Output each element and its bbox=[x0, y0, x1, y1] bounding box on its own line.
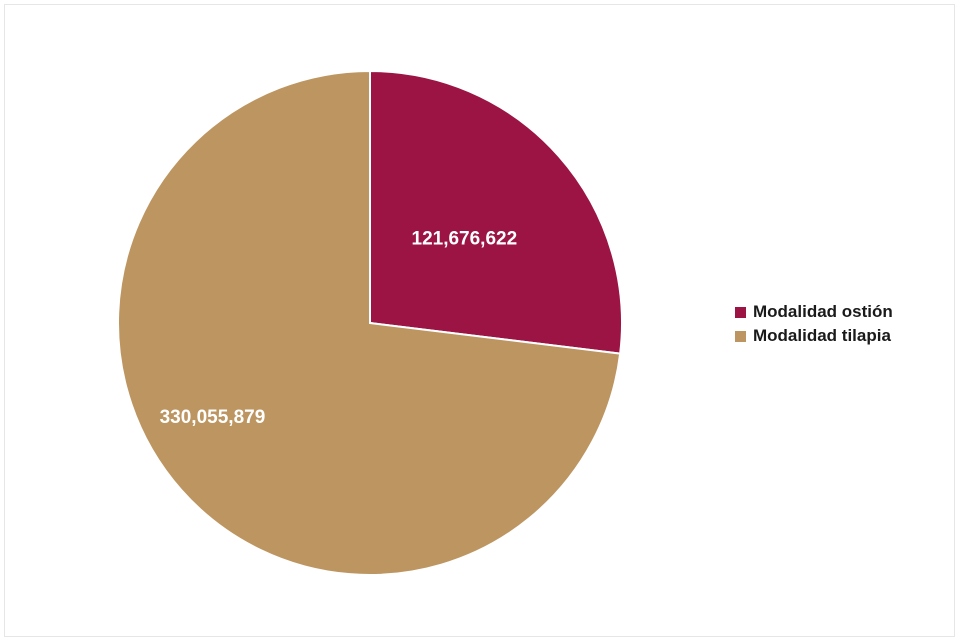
slice-value-label-1: 330,055,879 bbox=[160, 407, 266, 428]
legend-swatch-ostion bbox=[735, 306, 746, 318]
legend: Modalidad ostión Modalidad tilapia bbox=[735, 300, 893, 348]
slice-value-label-0: 121,676,622 bbox=[412, 228, 518, 249]
legend-label-ostion: Modalidad ostión bbox=[753, 302, 893, 321]
pie-slice-0 bbox=[369, 69, 623, 355]
legend-label-tilapia: Modalidad tilapia bbox=[753, 326, 891, 345]
pie-slice-1 bbox=[117, 69, 622, 576]
legend-item-ostion: Modalidad ostión bbox=[735, 300, 893, 324]
legend-item-tilapia: Modalidad tilapia bbox=[735, 324, 893, 348]
legend-swatch-tilapia bbox=[735, 330, 746, 342]
